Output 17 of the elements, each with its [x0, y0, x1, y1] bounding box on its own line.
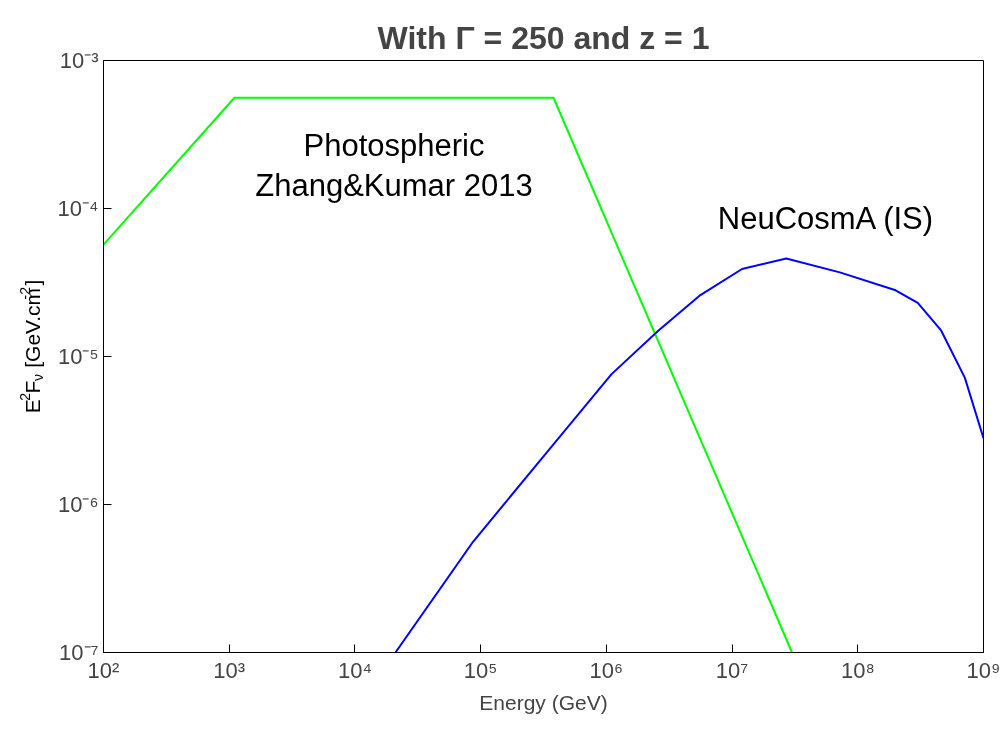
y-tick-label: 10⁻⁵ — [57, 344, 99, 369]
x-tick-label: 10⁴ — [337, 657, 372, 683]
x-tick-label: 10⁹ — [966, 657, 1001, 683]
x-tick-label: 10⁸ — [840, 657, 875, 683]
x-tick-label: 10⁷ — [715, 657, 749, 683]
y-axis-title: E2Fν [GeV.cm-2] — [16, 279, 46, 414]
x-tick-label: 10² — [87, 657, 120, 683]
x-tick-label: 10⁵ — [463, 657, 498, 683]
y-tick-label: 10⁻³ — [59, 48, 99, 73]
y-tick-label: 10⁻⁴ — [57, 196, 99, 221]
series-label: Photospheric Zhang&Kumar 2013 — [255, 127, 533, 204]
x-tick-label: 10³ — [213, 657, 246, 683]
series-label: NeuCosmA (IS) — [717, 201, 934, 237]
y-tick-label: 10⁻⁶ — [57, 492, 99, 517]
x-axis-title: Energy (GeV) — [479, 690, 608, 714]
x-tick-label: 10⁶ — [589, 657, 624, 683]
chart-title: With Γ = 250 and z = 1 — [377, 19, 710, 56]
